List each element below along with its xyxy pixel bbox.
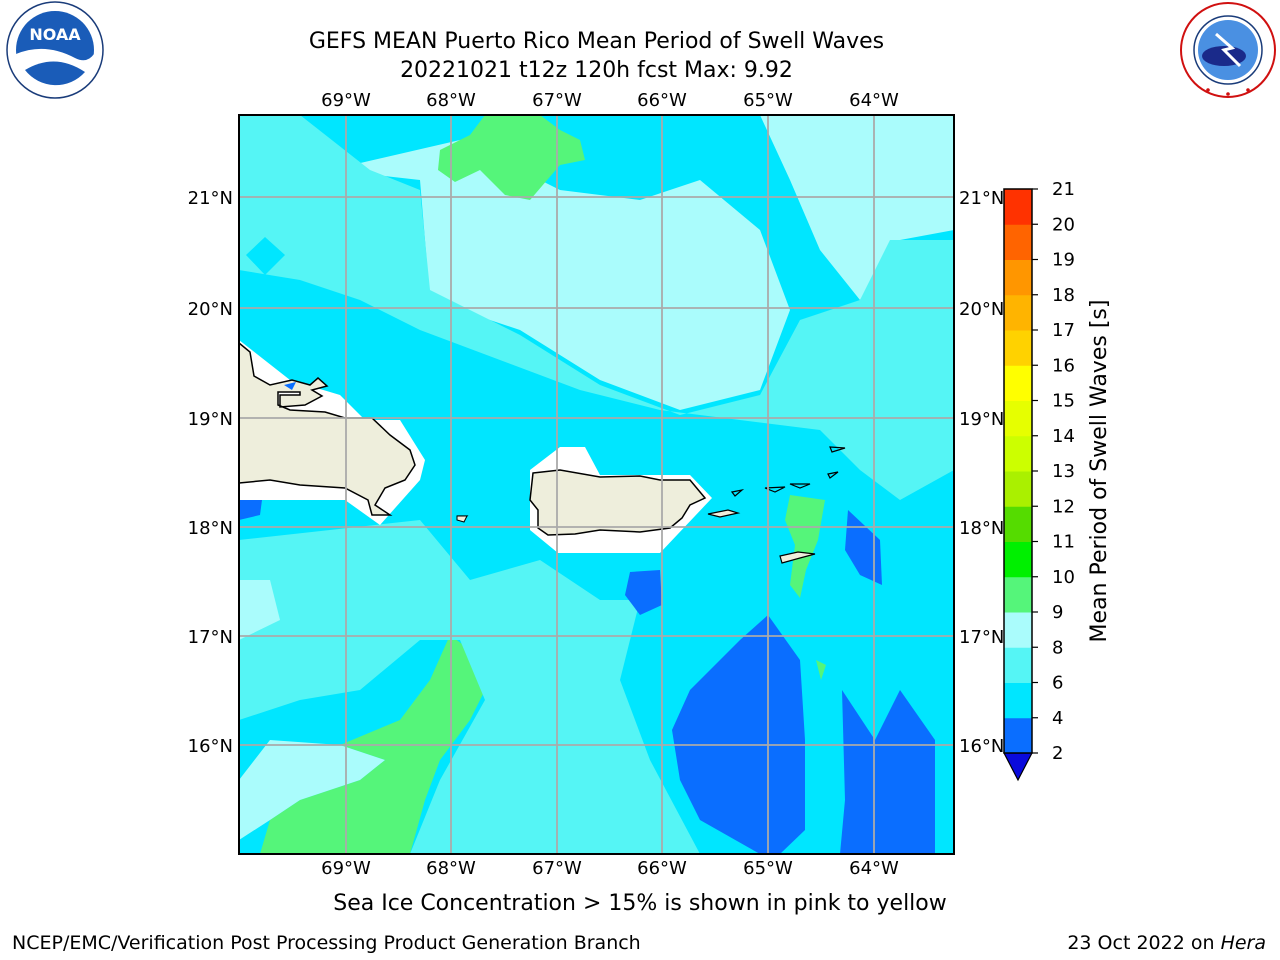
colorbar-tick-label: 12 [1052, 496, 1075, 517]
lon-label: 69°W [321, 90, 371, 111]
map-title: GEFS MEAN Puerto Rico Mean Period of Swe… [0, 27, 1193, 85]
colorbar-label: Mean Period of Swell Waves [s] [1087, 300, 1112, 643]
lon-label: 65°W [743, 90, 793, 111]
lat-gridlines [239, 196, 954, 746]
title-line-1: GEFS MEAN Puerto Rico Mean Period of Swe… [308, 29, 885, 54]
colorbar-tick-label: 2 [1052, 743, 1063, 764]
lat-labels-right: 21°N 20°N 19°N 18°N 17°N 16°N [959, 188, 1004, 757]
colorbar-tick-label: 20 [1052, 214, 1075, 235]
lat-labels-left: 21°N 20°N 19°N 18°N 17°N 16°N [188, 188, 233, 757]
swell-2-4-far-east [840, 690, 935, 854]
colorbar-segment [1004, 189, 1032, 225]
swell-2-4-south-pr [625, 570, 662, 615]
lat-label: 18°N [188, 518, 233, 539]
colorbar: 2 4 6 8 9 10 11 12 13 14 15 16 17 18 19 20 21 [1003, 179, 1075, 782]
nws-logo [1180, 2, 1276, 98]
swell-8-9-region-north [300, 115, 954, 410]
lat-label: 21°N [188, 188, 233, 209]
colorbar-segment [1004, 717, 1032, 754]
colorbar-tick-label: 15 [1052, 391, 1075, 412]
vieques-island [707, 509, 741, 518]
lat-label: 21°N [959, 188, 1004, 209]
colorbar-tick-label: 17 [1052, 320, 1075, 341]
colorbar-tick-label: 4 [1052, 708, 1063, 729]
colorbar-tick-label: 10 [1052, 567, 1075, 588]
swell-9-10-patch-east [785, 495, 825, 598]
lat-label: 17°N [959, 627, 1004, 648]
map-area [239, 115, 954, 854]
lat-label: 19°N [959, 409, 1004, 430]
mona-island [456, 515, 468, 523]
swell-2-4-southeast [672, 615, 805, 854]
colorbar-segment [1004, 435, 1032, 472]
colorbar-tick-label: 19 [1052, 250, 1075, 271]
colorbar-tick-label: 13 [1052, 461, 1075, 482]
noaa-logo-text: NOAA [29, 25, 81, 44]
colorbar-segment [1004, 259, 1032, 296]
hispaniola-swell-spot [284, 382, 296, 390]
colorbar-extend-triangle [1003, 752, 1033, 782]
lon-label: 66°W [637, 90, 687, 111]
lon-label: 64°W [849, 858, 899, 879]
swell-4-6-dot [246, 237, 285, 275]
swell-9-10-patch-mid [816, 660, 826, 680]
colorbar-tick-label: 21 [1052, 179, 1075, 200]
footer-date: 23 Oct 2022 on Hera [1067, 932, 1266, 954]
lat-label: 20°N [188, 299, 233, 320]
footer-date-text: 23 Oct 2022 on [1067, 932, 1221, 954]
lon-label: 66°W [637, 858, 687, 879]
lon-label: 68°W [426, 858, 476, 879]
colorbar-tick-label: 16 [1052, 355, 1075, 376]
footer-host: Hera [1220, 932, 1266, 954]
colorbar-tick-label: 9 [1052, 602, 1063, 623]
colorbar-segment [1004, 224, 1032, 260]
lat-label: 16°N [959, 736, 1004, 757]
lon-label: 69°W [321, 858, 371, 879]
lat-label: 18°N [959, 518, 1004, 539]
footer-credit: NCEP/EMC/Verification Post Processing Pr… [12, 932, 641, 954]
colorbar-segment [1004, 506, 1032, 542]
colorbar-segment [1004, 647, 1032, 683]
virgin-islands [456, 446, 846, 522]
title-line-2: 20221021 t12z 120h fcst Max: 9.92 [400, 58, 793, 83]
sea-ice-note: Sea Ice Concentration > 15% is shown in … [333, 891, 947, 916]
colorbar-segment [1004, 294, 1032, 331]
lat-label: 17°N [188, 627, 233, 648]
lon-label: 68°W [426, 90, 476, 111]
noaa-logo: NOAA [6, 1, 104, 99]
colorbar-segment [1004, 330, 1032, 366]
colorbar-segment [1004, 400, 1032, 437]
hispaniola-land [239, 342, 416, 516]
map-frame [238, 114, 955, 855]
colorbar-tick-label: 18 [1052, 285, 1075, 306]
swell-8-9-southwest [239, 580, 385, 840]
lon-label: 64°W [849, 90, 899, 111]
swell-2-4-west [239, 500, 262, 520]
lon-gridlines [345, 115, 875, 854]
colorbar-tick-label: 6 [1052, 673, 1063, 694]
lat-label: 20°N [959, 299, 1004, 320]
swell-2-4-east-mid [845, 510, 882, 585]
lon-labels-bottom: 69°W 68°W 67°W 66°W 65°W 64°W [321, 858, 899, 879]
colorbar-segment [1004, 612, 1032, 648]
lon-label: 65°W [743, 858, 793, 879]
lat-label: 16°N [188, 736, 233, 757]
colorbar-segment [1004, 365, 1032, 401]
colorbar-tick-label: 11 [1052, 532, 1075, 553]
colorbar-segment [1004, 541, 1032, 578]
swell-7-8-band [239, 115, 954, 500]
swell-7-8-southwest [239, 520, 700, 854]
colorbar-tick-label: 14 [1052, 426, 1075, 447]
swell-9-10-patch-north [438, 115, 585, 200]
colorbar-segment [1004, 682, 1032, 719]
colorbar-segment [1004, 471, 1032, 507]
lon-label: 67°W [532, 858, 582, 879]
colorbar-tick-label: 8 [1052, 637, 1063, 658]
st-croix-island [779, 551, 816, 564]
lon-label: 67°W [532, 90, 582, 111]
colorbar-segment [1004, 576, 1032, 613]
lon-labels-top: 69°W 68°W 67°W 66°W 65°W 64°W [321, 90, 899, 111]
lat-label: 19°N [188, 409, 233, 430]
